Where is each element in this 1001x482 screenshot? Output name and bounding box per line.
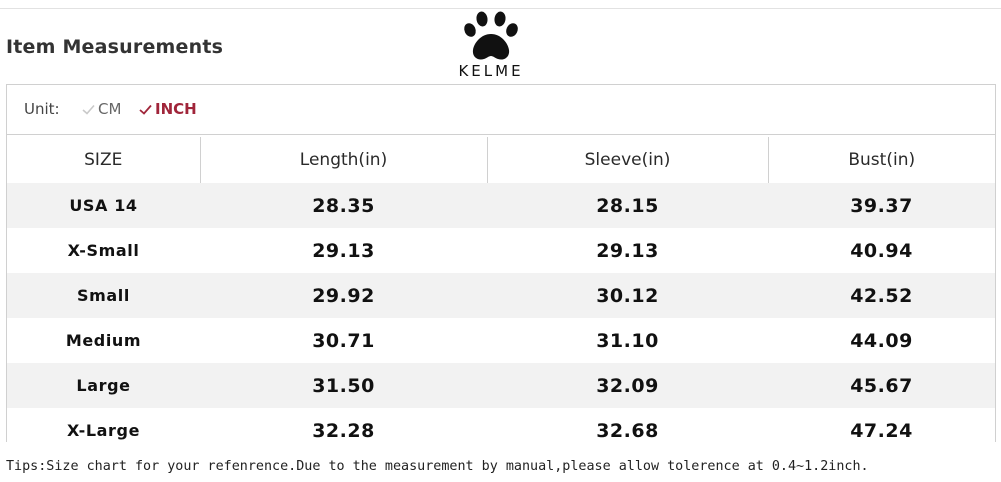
sleeve-cell: 32.09 [487, 363, 768, 408]
table-row: X-Small 29.13 29.13 40.94 [7, 228, 995, 273]
unit-option-label: INCH [155, 100, 197, 118]
length-cell: 30.71 [200, 318, 487, 363]
bust-cell: 42.52 [768, 273, 995, 318]
size-cell: Medium [7, 318, 200, 363]
size-cell: USA 14 [7, 183, 200, 228]
sleeve-cell: 29.13 [487, 228, 768, 273]
unit-label: Unit: [24, 100, 60, 118]
size-cell: Small [7, 273, 200, 318]
table-row: X-Large 32.28 32.68 47.24 [7, 408, 995, 453]
unit-option-inch[interactable]: INCH [139, 100, 197, 118]
sleeve-cell: 28.15 [487, 183, 768, 228]
bust-cell: 44.09 [768, 318, 995, 363]
column-header-sleeve: Sleeve(in) [487, 137, 769, 183]
size-cell: X-Large [7, 408, 200, 453]
bust-cell: 47.24 [768, 408, 995, 453]
table-row: Large 31.50 32.09 45.67 [7, 363, 995, 408]
length-cell: 32.28 [200, 408, 487, 453]
unit-option-label: CM [98, 100, 122, 118]
section-title: Item Measurements [6, 36, 224, 58]
table-row: USA 14 28.35 28.15 39.37 [7, 183, 995, 228]
table-row: Medium 30.71 31.10 44.09 [7, 318, 995, 363]
length-cell: 29.92 [200, 273, 487, 318]
unit-option-cm[interactable]: CM [82, 100, 121, 118]
size-chart-table: SIZE Length(in) Sleeve(in) Bust(in) USA … [7, 137, 995, 453]
bust-cell: 39.37 [768, 183, 995, 228]
check-icon [139, 104, 152, 115]
unit-selector: Unit: CM INCH [7, 85, 995, 135]
table-row: Small 29.92 30.12 42.52 [7, 273, 995, 318]
size-cell: X-Small [7, 228, 200, 273]
column-header-bust: Bust(in) [848, 150, 916, 170]
top-divider [0, 8, 1001, 9]
size-cell: Large [7, 363, 200, 408]
column-header-length: Length(in) [200, 137, 488, 183]
length-cell: 31.50 [200, 363, 487, 408]
brand-name: KELME [458, 62, 524, 80]
length-cell: 29.13 [200, 228, 487, 273]
table-header-row: SIZE Length(in) Sleeve(in) Bust(in) [7, 137, 995, 183]
tips-note: Tips:Size chart for your refenrence.Due … [6, 459, 869, 474]
bust-cell: 45.67 [768, 363, 995, 408]
check-icon [82, 104, 95, 115]
brand-logo: KELME [443, 10, 539, 82]
sleeve-cell: 31.10 [487, 318, 768, 363]
bust-cell: 40.94 [768, 228, 995, 273]
sleeve-cell: 30.12 [487, 273, 768, 318]
sleeve-cell: 32.68 [487, 408, 768, 453]
paw-print-icon [464, 11, 518, 60]
column-header-size: SIZE [7, 137, 201, 183]
measurement-panel: Unit: CM INCH SIZE Length(in) Sleeve(in) [6, 84, 996, 453]
length-cell: 28.35 [200, 183, 487, 228]
